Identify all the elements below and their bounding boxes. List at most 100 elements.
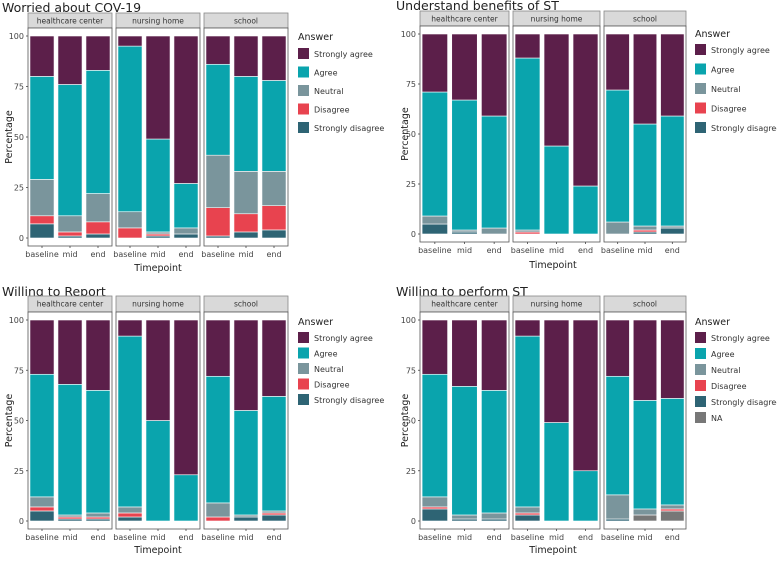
- bar-segment-neutral: [261, 510, 287, 514]
- chart-willing-to-perform-st: Willing to perform ST 0 25 50 75 100 Percentag…: [396, 284, 777, 556]
- bar-segment-strongly-agree: [543, 33, 570, 147]
- x-tick-label: baseline: [511, 246, 545, 255]
- y-tick-label: 25: [406, 180, 416, 189]
- x-tick-label: mid: [238, 250, 253, 259]
- legend-title: Answer: [298, 317, 333, 328]
- legend-label: Strongly agree: [314, 334, 373, 343]
- legend-label: Strongly agree: [711, 46, 770, 55]
- legend-label: NA: [711, 414, 723, 423]
- y-tick-label: 100: [401, 30, 416, 39]
- bar-segment-strongly-agree: [481, 319, 508, 391]
- legend-label: Strongly agree: [711, 334, 770, 343]
- bar-segment-neutral: [261, 171, 287, 206]
- bar-segment-neutral: [145, 231, 171, 235]
- facet-label: school: [633, 15, 657, 24]
- bar-segment-disagree: [205, 516, 231, 522]
- chart-worried-about-cov-19: Worried about COV-19 0 25 50 75 100 Percentage…: [2, 0, 384, 274]
- bar-segment-strongly-agree: [85, 319, 111, 391]
- facet-label: healthcare center: [431, 15, 498, 24]
- y-tick-label: 50: [406, 130, 416, 139]
- legend-swatch-strongly-disagree: [695, 396, 706, 407]
- bar-segment-strongly-disagree: [29, 510, 55, 522]
- legend-swatch-disagree: [298, 103, 309, 115]
- bar-segment-strongly-disagree: [85, 518, 111, 522]
- legend-title: Answer: [298, 32, 333, 43]
- bar-segment-disagree: [514, 512, 541, 516]
- y-tick-label: 0: [19, 234, 24, 243]
- bar-segment-agree: [233, 410, 259, 516]
- legend-label: Strongly disagree: [711, 398, 777, 407]
- legend-label: Disagree: [314, 381, 350, 390]
- bar-segment-neutral: [29, 496, 55, 508]
- bar-segment-agree: [543, 422, 570, 522]
- bar-segment-strongly-agree: [481, 33, 508, 117]
- bar-segment-strongly-agree: [572, 319, 599, 472]
- x-tick-label: end: [487, 246, 502, 255]
- legend-swatch-strongly-agree: [695, 332, 706, 343]
- legend-swatch-strongly-disagree: [298, 394, 309, 405]
- legend-swatch-strongly-agree: [695, 44, 706, 55]
- y-tick-label: 100: [9, 32, 24, 41]
- bar-segment-neutral: [57, 514, 83, 518]
- bar-segment-strongly-disagree: [29, 223, 55, 239]
- bar-segment-agree: [57, 84, 83, 217]
- x-axis-label: Timepoint: [133, 545, 182, 556]
- facet-label: healthcare center: [37, 300, 104, 309]
- x-tick-label: end: [266, 533, 281, 542]
- legend-title: Answer: [695, 29, 730, 40]
- bar-segment-agree: [85, 70, 111, 194]
- x-tick-label: baseline: [113, 250, 147, 259]
- legend-title: Answer: [695, 317, 730, 328]
- bar-segment-strongly-agree: [451, 33, 478, 101]
- bar-segment-strongly-disagree: [233, 516, 259, 522]
- bar-segment-agree: [481, 390, 508, 514]
- legend-label: Strongly disagree: [314, 396, 384, 405]
- bar-segment-strongly-disagree: [85, 233, 111, 239]
- bar-segment-agree: [572, 185, 599, 235]
- bar-segment-agree: [29, 373, 55, 498]
- bar-segment-disagree: [205, 207, 231, 237]
- legend-label: Neutral: [711, 366, 741, 375]
- legend-swatch-neutral: [298, 85, 309, 96]
- bar-segment-neutral: [481, 227, 508, 235]
- bar-segment-disagree: [660, 508, 685, 512]
- bar-segment-strongly-agree: [451, 319, 478, 387]
- facet-label: healthcare center: [37, 17, 104, 26]
- bar-segment-agree: [233, 76, 259, 172]
- bar-segment-strongly-disagree: [451, 518, 478, 522]
- bar-segment-neutral: [605, 494, 630, 520]
- legend-swatch-agree: [298, 66, 309, 78]
- legend-swatch-neutral: [695, 364, 706, 375]
- y-tick-label: 100: [9, 316, 24, 325]
- legend-swatch-strongly-agree: [298, 48, 309, 59]
- y-tick-label: 25: [14, 467, 24, 476]
- bar-segment-neutral: [514, 506, 541, 514]
- y-tick-label: 25: [406, 467, 416, 476]
- bar-segment-strongly-agree: [29, 319, 55, 375]
- bar-segment-disagree: [85, 516, 111, 520]
- bar-segment-strongly-agree: [421, 33, 448, 93]
- bar-segment-strongly-agree: [233, 35, 259, 77]
- legend-label: Agree: [314, 350, 338, 359]
- bar-segment-strongly-disagree: [481, 518, 508, 522]
- legend-label: Disagree: [711, 105, 747, 114]
- y-axis-label: Percentage: [400, 394, 411, 448]
- bar-segment-strongly-disagree: [514, 514, 541, 522]
- bar-segment-agree: [145, 420, 171, 522]
- bar-segment-disagree: [233, 213, 259, 233]
- x-tick-label: end: [487, 533, 502, 542]
- x-tick-label: baseline: [511, 533, 545, 542]
- bar-segment-disagree: [29, 506, 55, 512]
- bar-segment-agree: [481, 115, 508, 229]
- bar-segment-strongly-agree: [173, 319, 199, 476]
- bar-segment-disagree: [29, 215, 55, 225]
- bar-segment-agree: [660, 398, 685, 506]
- bar-segment-agree: [85, 390, 111, 514]
- x-tick-label: mid: [549, 246, 564, 255]
- x-tick-label: baseline: [201, 533, 235, 542]
- chart-understand-benefits-of-st: Understand benefits of ST 0 25 50 75 100 Perce…: [396, 0, 777, 271]
- bar-segment-strongly-agree: [85, 35, 111, 71]
- bar-segment-strongly-agree: [660, 319, 685, 399]
- bar-segment-agree: [421, 91, 448, 217]
